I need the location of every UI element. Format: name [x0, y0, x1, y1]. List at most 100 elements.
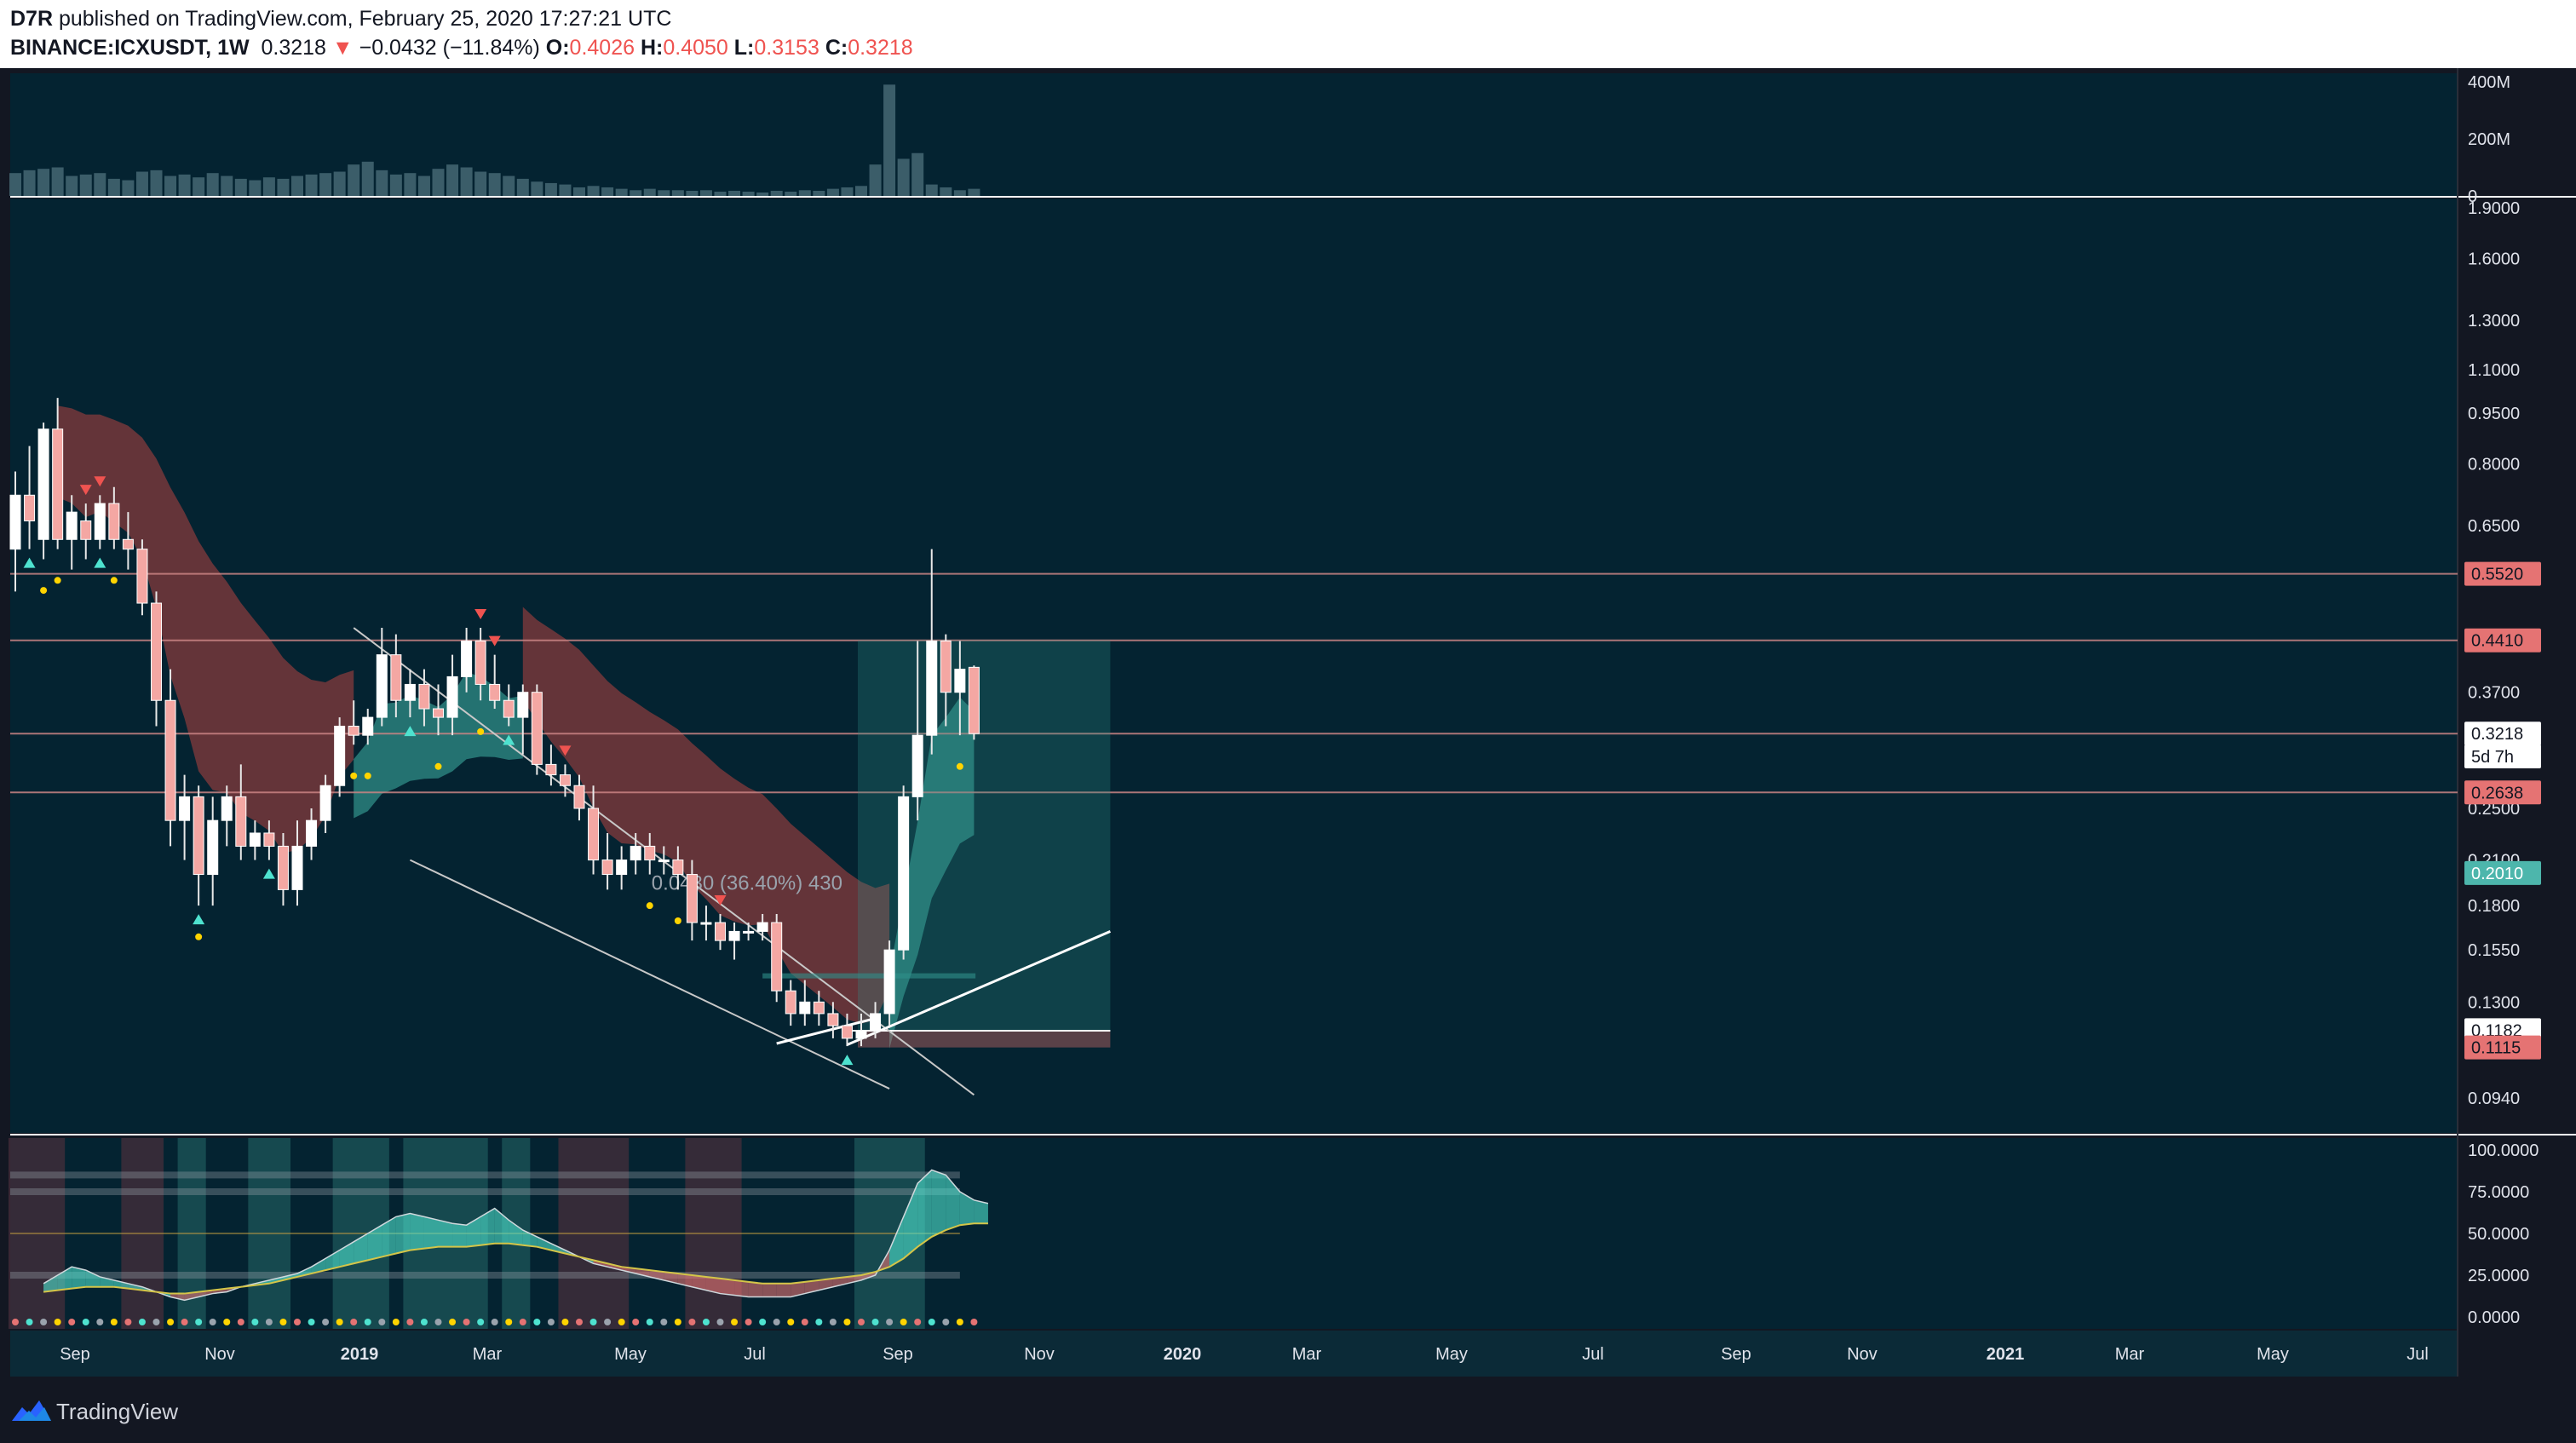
oscillator-fill: [170, 1293, 185, 1301]
price-tag-label: 0.2638: [2471, 784, 2523, 802]
date-axis-tick: Mar: [1292, 1345, 1322, 1364]
signal-dot: [477, 727, 485, 735]
volume-bar: [348, 164, 360, 196]
candle-down: [108, 503, 120, 540]
symbol-label[interactable]: BINANCE:ICXUSDT, 1W: [10, 36, 250, 60]
oscillator-dot: [406, 1319, 414, 1325]
oscillator-fill: [438, 1220, 453, 1247]
oscillator-fill: [889, 1216, 904, 1268]
support-trend-line: [776, 1017, 876, 1045]
channel-lower-line: [409, 859, 890, 1089]
candle-up: [799, 1001, 811, 1015]
oscillator-fill: [480, 1208, 495, 1245]
price-axis-tick: 0.8000: [2468, 456, 2520, 474]
oscillator-fill: [734, 1279, 749, 1297]
candle-down: [573, 785, 585, 809]
volume-bar: [66, 175, 78, 196]
volume-bar: [9, 173, 21, 196]
author-name[interactable]: D7R: [10, 7, 54, 31]
volume-bar: [37, 169, 50, 196]
date-axis-tick: Nov: [204, 1345, 235, 1364]
chart-header: D7R published on TradingView.com, Februa…: [0, 0, 2576, 68]
candle-up: [728, 930, 740, 941]
volume-bar: [728, 190, 741, 196]
oscillator-band-line: [10, 1272, 960, 1279]
open-label: O:: [545, 36, 570, 60]
low-label: L:: [733, 36, 755, 60]
candle-down: [489, 683, 501, 701]
volume-bar: [178, 174, 191, 196]
volume-bar: [559, 184, 572, 196]
oscillator-dot: [787, 1319, 795, 1325]
volume-bar: [319, 173, 332, 196]
tradingview-logo-icon[interactable]: [10, 1395, 53, 1426]
oscillator-dot: [40, 1319, 48, 1325]
candle-up: [376, 654, 388, 718]
candle-up: [319, 785, 331, 821]
candle-down: [80, 520, 92, 540]
breakout-trend-line: [846, 930, 1111, 1046]
oscillator-fill: [705, 1276, 721, 1294]
signal-dot: [54, 577, 61, 584]
oscillator-dot: [420, 1319, 428, 1325]
oscillator-dot: [914, 1319, 922, 1325]
volume-bar: [150, 170, 163, 196]
volume-bar: [770, 190, 783, 196]
oscillator-dot: [956, 1319, 963, 1325]
oscillator-fill: [43, 1275, 58, 1292]
oscillator-band-line: [10, 1188, 960, 1195]
bearish-cloud: [522, 607, 890, 1024]
oscillator-dot: [886, 1319, 894, 1325]
oscillator-dot: [322, 1319, 330, 1325]
oscillator-dot: [674, 1319, 681, 1325]
oscillator-axis-tick: 0.0000: [2468, 1308, 2520, 1327]
signal-dot: [40, 587, 48, 595]
oscillator-dot: [688, 1319, 696, 1325]
date-axis-tick: Mar: [473, 1345, 503, 1364]
sell-signal-icon: [488, 635, 501, 647]
buy-signal-icon: [404, 726, 417, 737]
oscillator-axis-tick: 25.0000: [2468, 1267, 2529, 1285]
chart-frame[interactable]: 0.0430 (36.40%) 430 1.9000 1.6000 1.3000 1.1…: [0, 68, 2576, 1380]
price-axis-tick: 0.6500: [2468, 517, 2520, 536]
candle-down: [474, 640, 486, 685]
oscillator-fill: [804, 1279, 819, 1294]
candle-up: [700, 922, 712, 925]
oscillator-line: [43, 1169, 989, 1302]
volume-bar: [107, 178, 120, 196]
price-axis-tick: 0.1550: [2468, 941, 2520, 960]
volume-bar: [221, 175, 233, 196]
oscillator-dot: [505, 1319, 513, 1325]
oscillator-fill: [903, 1183, 918, 1259]
volume-bar: [756, 192, 769, 196]
low-value: 0.3153: [754, 36, 819, 60]
price-axis-tick: 0.9500: [2468, 405, 2520, 423]
volume-bar: [361, 161, 374, 196]
chart-canvas[interactable]: 0.0430 (36.40%) 430 1.9000 1.6000 1.3000 1.1…: [0, 68, 2576, 1380]
volume-bar: [164, 175, 177, 196]
footer-brand[interactable]: TradingView: [56, 1399, 179, 1424]
oscillator-dot: [110, 1319, 118, 1325]
oscillator-fill: [748, 1281, 763, 1297]
oscillator-fill: [382, 1216, 396, 1257]
oscillator-fill: [354, 1233, 368, 1264]
candle-up: [291, 845, 303, 890]
candle-up: [94, 503, 106, 540]
candle-down: [235, 796, 247, 847]
oscillator-fill: [325, 1250, 340, 1271]
candle-down: [136, 549, 148, 604]
price-tag: 5d 7h: [2464, 744, 2541, 768]
oscillator-fill: [85, 1270, 101, 1287]
volume-bar: [643, 188, 656, 196]
oscillator-fill: [791, 1281, 805, 1297]
oscillator-fill: [550, 1243, 566, 1254]
close-label: C:: [825, 36, 848, 60]
candle-down: [151, 602, 162, 701]
volume-bar: [234, 178, 247, 196]
oscillator-signal-line: [43, 1222, 988, 1295]
volume-bar: [658, 190, 670, 196]
candle-up: [9, 494, 21, 550]
oscillator-axis-tick: 50.0000: [2468, 1225, 2529, 1244]
high-label: H:: [640, 36, 664, 60]
candle-up: [334, 725, 346, 786]
